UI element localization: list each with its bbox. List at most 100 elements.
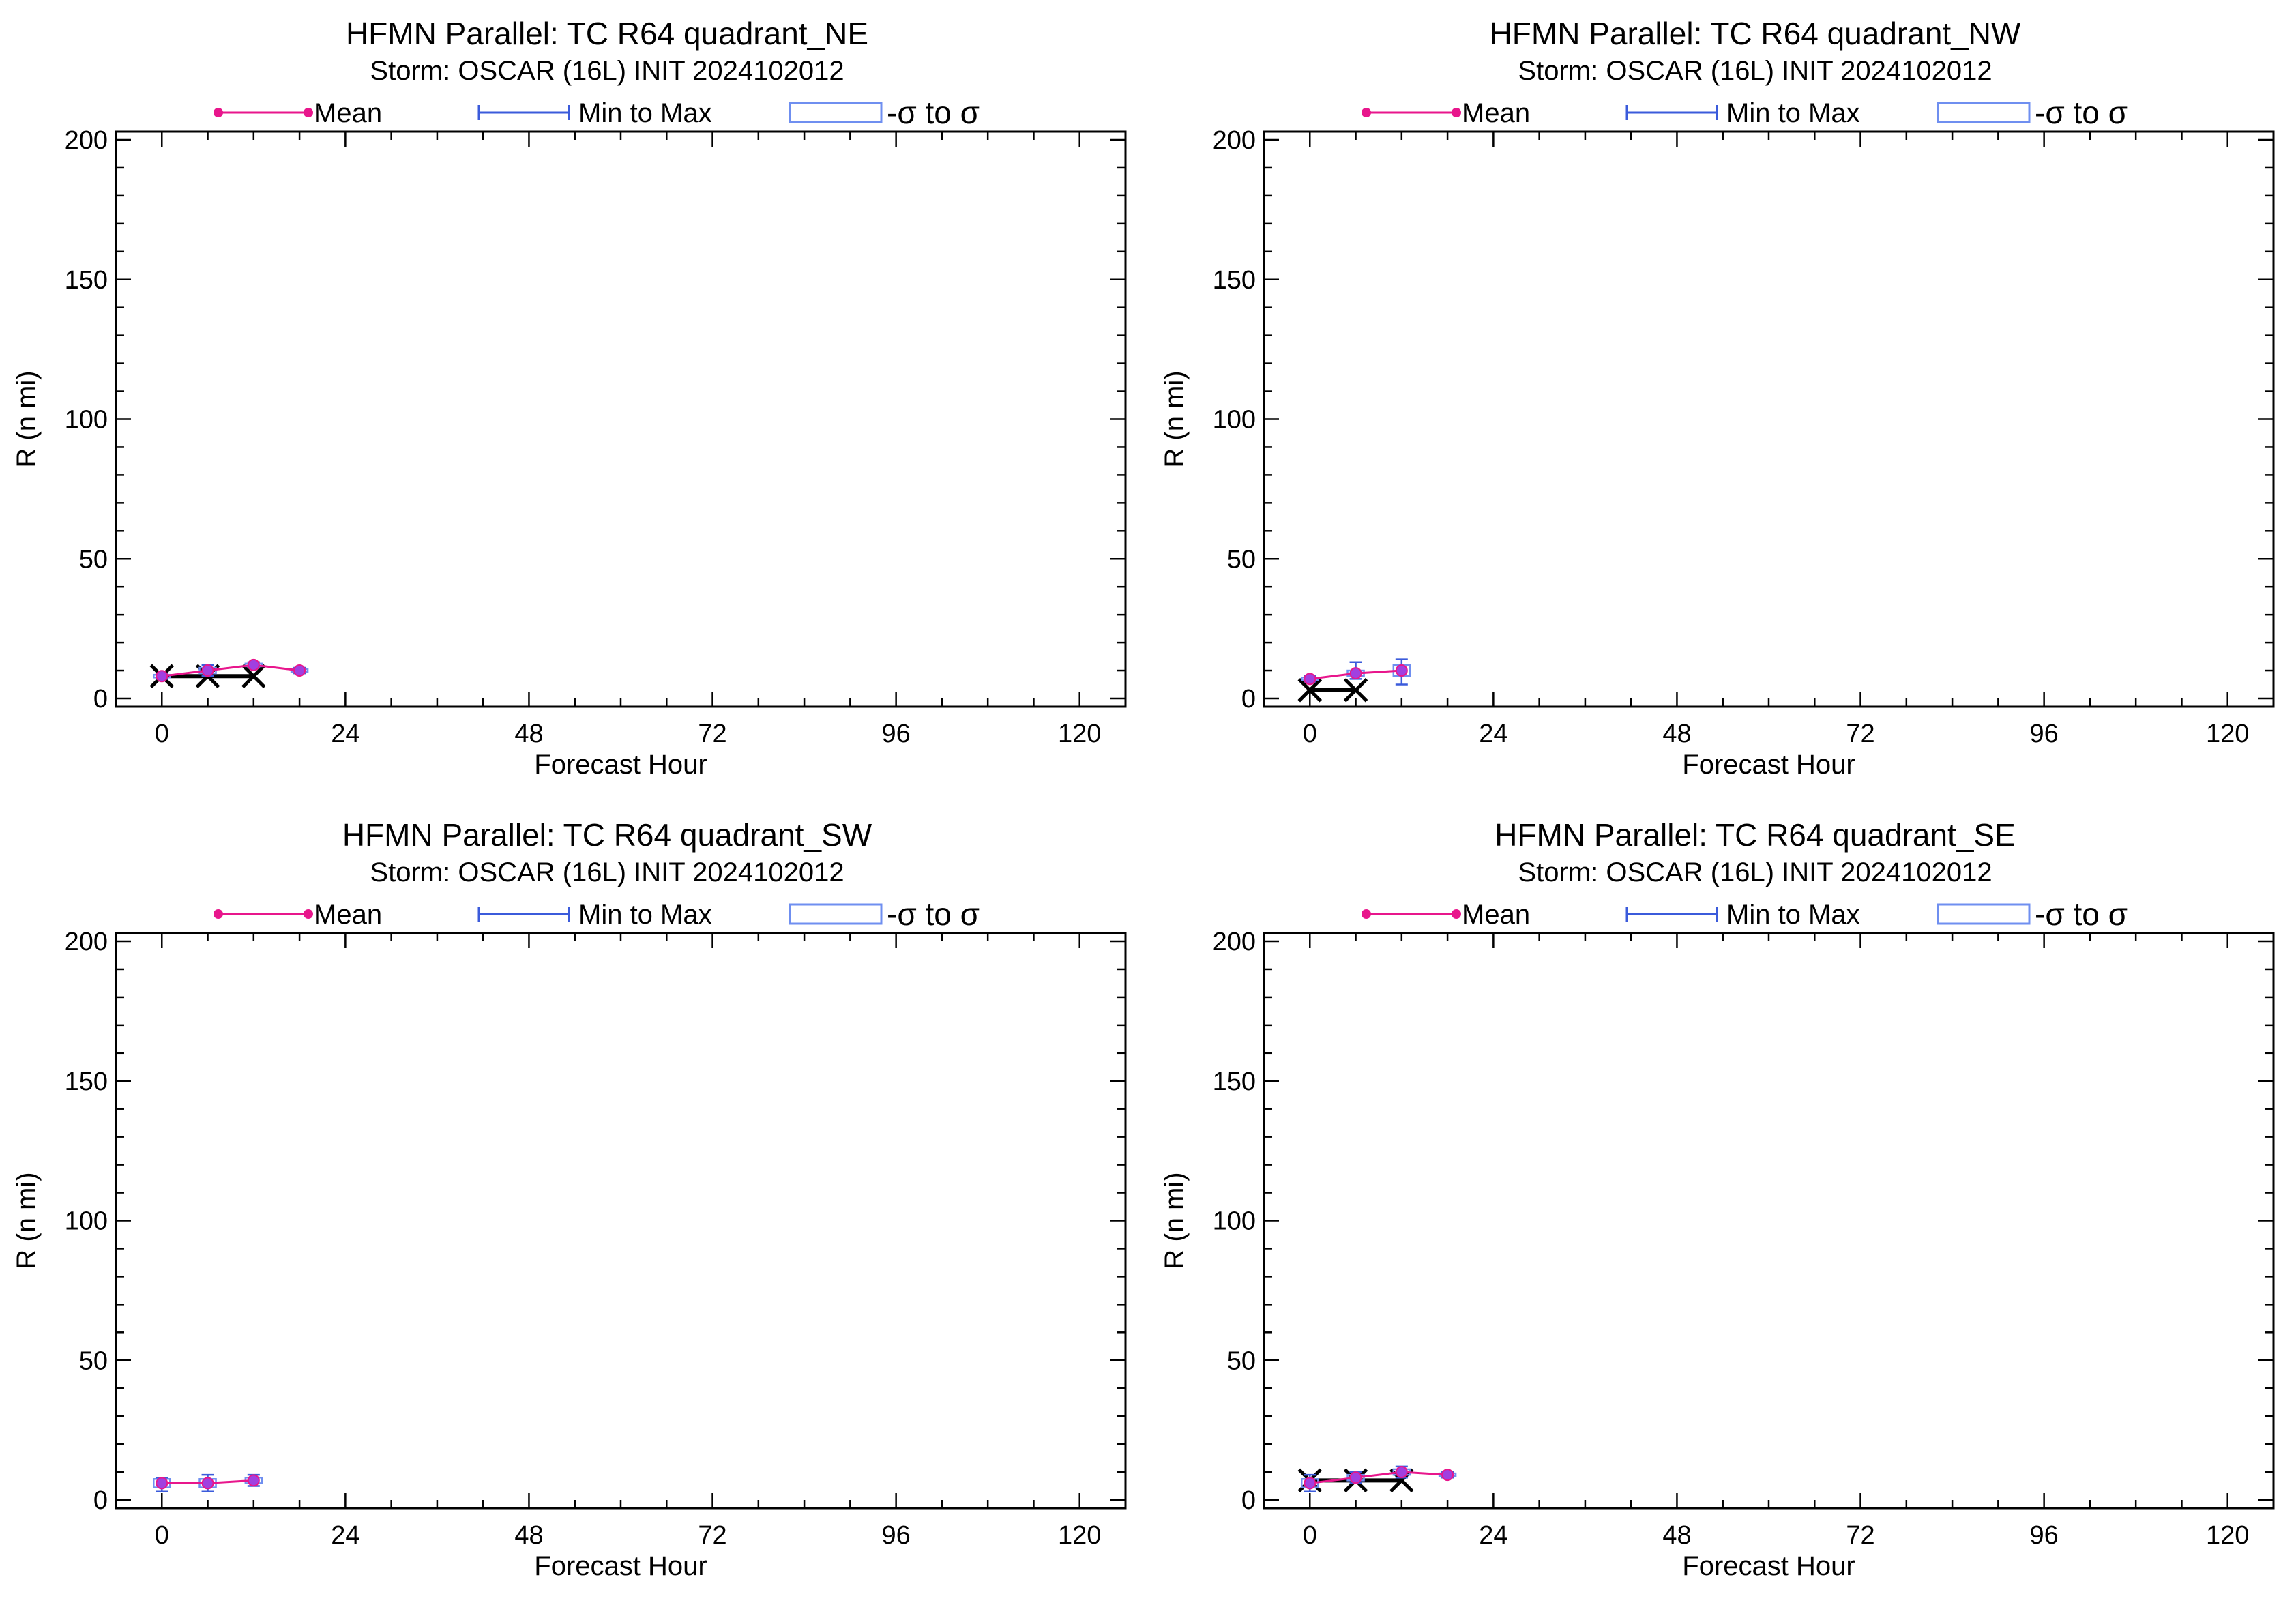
x-axis-label: Forecast Hour [1682, 1551, 1855, 1581]
chart-panel-2: HFMN Parallel: TC R64 quadrant_NW Storm: … [1160, 16, 2275, 780]
y-tick-label: 100 [65, 1207, 108, 1236]
chart-title: HFMN Parallel: TC R64 quadrant_NE [346, 16, 868, 51]
y-tick-label: 50 [1227, 545, 1256, 574]
mean-point [1441, 1469, 1454, 1482]
plot-frame [1263, 130, 2275, 708]
plot-frame [115, 932, 1127, 1510]
legend-sigma-label: -σ to σ [887, 896, 980, 932]
x-tick-label: 24 [331, 1521, 359, 1550]
mean-point [156, 1477, 168, 1490]
x-tick-label: 0 [155, 1521, 169, 1550]
mean-point [1304, 1477, 1316, 1490]
x-tick-label: 96 [2029, 720, 2058, 748]
x-tick-label: 96 [881, 720, 910, 748]
y-tick-label: 100 [1213, 1207, 1256, 1236]
x-axis-label: Forecast Hour [534, 1551, 707, 1581]
x-axis-label: Forecast Hour [1682, 750, 1855, 780]
y-axis-label: R (n mi) [1160, 1172, 1190, 1269]
x-tick-label: 0 [1303, 720, 1317, 748]
chart-subtitle: Storm: OSCAR (16L) INIT 2024102012 [1518, 857, 1992, 887]
x-tick-label: 120 [2206, 720, 2249, 748]
x-tick-label: 120 [1058, 720, 1101, 748]
x-tick-label: 48 [1662, 1521, 1691, 1550]
mean-point [1349, 667, 1362, 680]
x-tick-label: 96 [2029, 1521, 2058, 1550]
x-axis-label: Forecast Hour [534, 750, 707, 780]
legend-mean-marker [214, 909, 223, 919]
mean-point [247, 1474, 260, 1487]
x-tick-label: 72 [1846, 1521, 1874, 1550]
legend-mean-marker [1452, 909, 1461, 919]
x-tick-label: 0 [155, 720, 169, 748]
y-tick-label: 50 [1227, 1346, 1256, 1375]
mean-point [247, 658, 260, 671]
x-tick-label: 120 [1058, 1521, 1101, 1550]
y-tick-label: 0 [93, 1486, 108, 1515]
chart-panel-4: HFMN Parallel: TC R64 quadrant_SE Storm: … [1160, 817, 2275, 1581]
legend-mean-label: Mean [314, 900, 382, 930]
chart-subtitle: Storm: OSCAR (16L) INIT 2024102012 [1518, 56, 1992, 86]
x-tick-label: 72 [698, 1521, 726, 1550]
y-axis-label: R (n mi) [12, 1172, 42, 1269]
x-tick-label: 48 [514, 1521, 543, 1550]
y-tick-label: 100 [1213, 406, 1256, 435]
legend-sigma-label: -σ to σ [2035, 95, 2128, 130]
mean-point [1304, 673, 1316, 686]
y-tick-label: 200 [65, 928, 108, 956]
x-tick-label: 96 [881, 1521, 910, 1550]
legend-minmax-label: Min to Max [578, 900, 712, 930]
x-tick-label: 72 [1846, 720, 1874, 748]
mean-point [1395, 1466, 1408, 1479]
plot-frame [115, 130, 1127, 708]
y-tick-label: 150 [65, 1067, 108, 1096]
y-tick-label: 200 [1213, 126, 1256, 155]
legend-mean-marker [304, 909, 313, 919]
y-axis-label: R (n mi) [12, 370, 42, 467]
legend-mean-label: Mean [1462, 900, 1530, 930]
legend-mean-label: Mean [314, 98, 382, 128]
mean-point [1349, 1471, 1362, 1484]
x-tick-label: 24 [1479, 1521, 1507, 1550]
legend-mean-label: Mean [1462, 98, 1530, 128]
legend-minmax-label: Min to Max [1726, 900, 1860, 930]
y-tick-label: 0 [1241, 685, 1256, 713]
legend-sigma-box [1937, 102, 2031, 123]
mean-point [201, 1477, 214, 1490]
chart-panel-1: HFMN Parallel: TC R64 quadrant_NE Storm: … [12, 16, 1127, 780]
chart-subtitle: Storm: OSCAR (16L) INIT 2024102012 [370, 56, 844, 86]
y-tick-label: 200 [65, 126, 108, 155]
y-tick-label: 0 [1241, 1486, 1256, 1515]
x-tick-label: 24 [1479, 720, 1507, 748]
x-tick-label: 48 [514, 720, 543, 748]
x-tick-label: 48 [1662, 720, 1691, 748]
legend-minmax-label: Min to Max [1726, 98, 1860, 128]
y-tick-label: 50 [79, 1346, 108, 1375]
y-tick-label: 150 [1213, 1067, 1256, 1096]
legend-mean-marker [1362, 108, 1371, 117]
chart-title: HFMN Parallel: TC R64 quadrant_NW [1490, 16, 2021, 51]
y-axis-label: R (n mi) [1160, 370, 1190, 467]
mean-line [1310, 1471, 1448, 1484]
x-tick-label: 72 [698, 720, 726, 748]
chart-title: HFMN Parallel: TC R64 quadrant_SW [342, 817, 872, 853]
legend-mean-marker [1362, 909, 1371, 919]
legend-sigma-label: -σ to σ [887, 95, 980, 130]
chart-subtitle: Storm: OSCAR (16L) INIT 2024102012 [370, 857, 844, 887]
mean-point [1395, 664, 1408, 677]
legend-mean-marker [304, 108, 313, 117]
y-tick-label: 100 [65, 406, 108, 435]
chart-legend: Mean Min to Max -σ to σ [214, 95, 980, 130]
legend-sigma-box [1937, 903, 2031, 925]
y-tick-label: 150 [1213, 266, 1256, 295]
legend-mean-marker [214, 108, 223, 117]
observed-marker [241, 664, 266, 689]
x-tick-label: 0 [1303, 1521, 1317, 1550]
observed-marker [1297, 677, 1323, 703]
legend-sigma-box [789, 102, 883, 123]
chart-legend: Mean Min to Max -σ to σ [1362, 896, 2128, 932]
chart-title: HFMN Parallel: TC R64 quadrant_SE [1495, 817, 2016, 853]
y-tick-label: 150 [65, 266, 108, 295]
legend-minmax-label: Min to Max [578, 98, 712, 128]
